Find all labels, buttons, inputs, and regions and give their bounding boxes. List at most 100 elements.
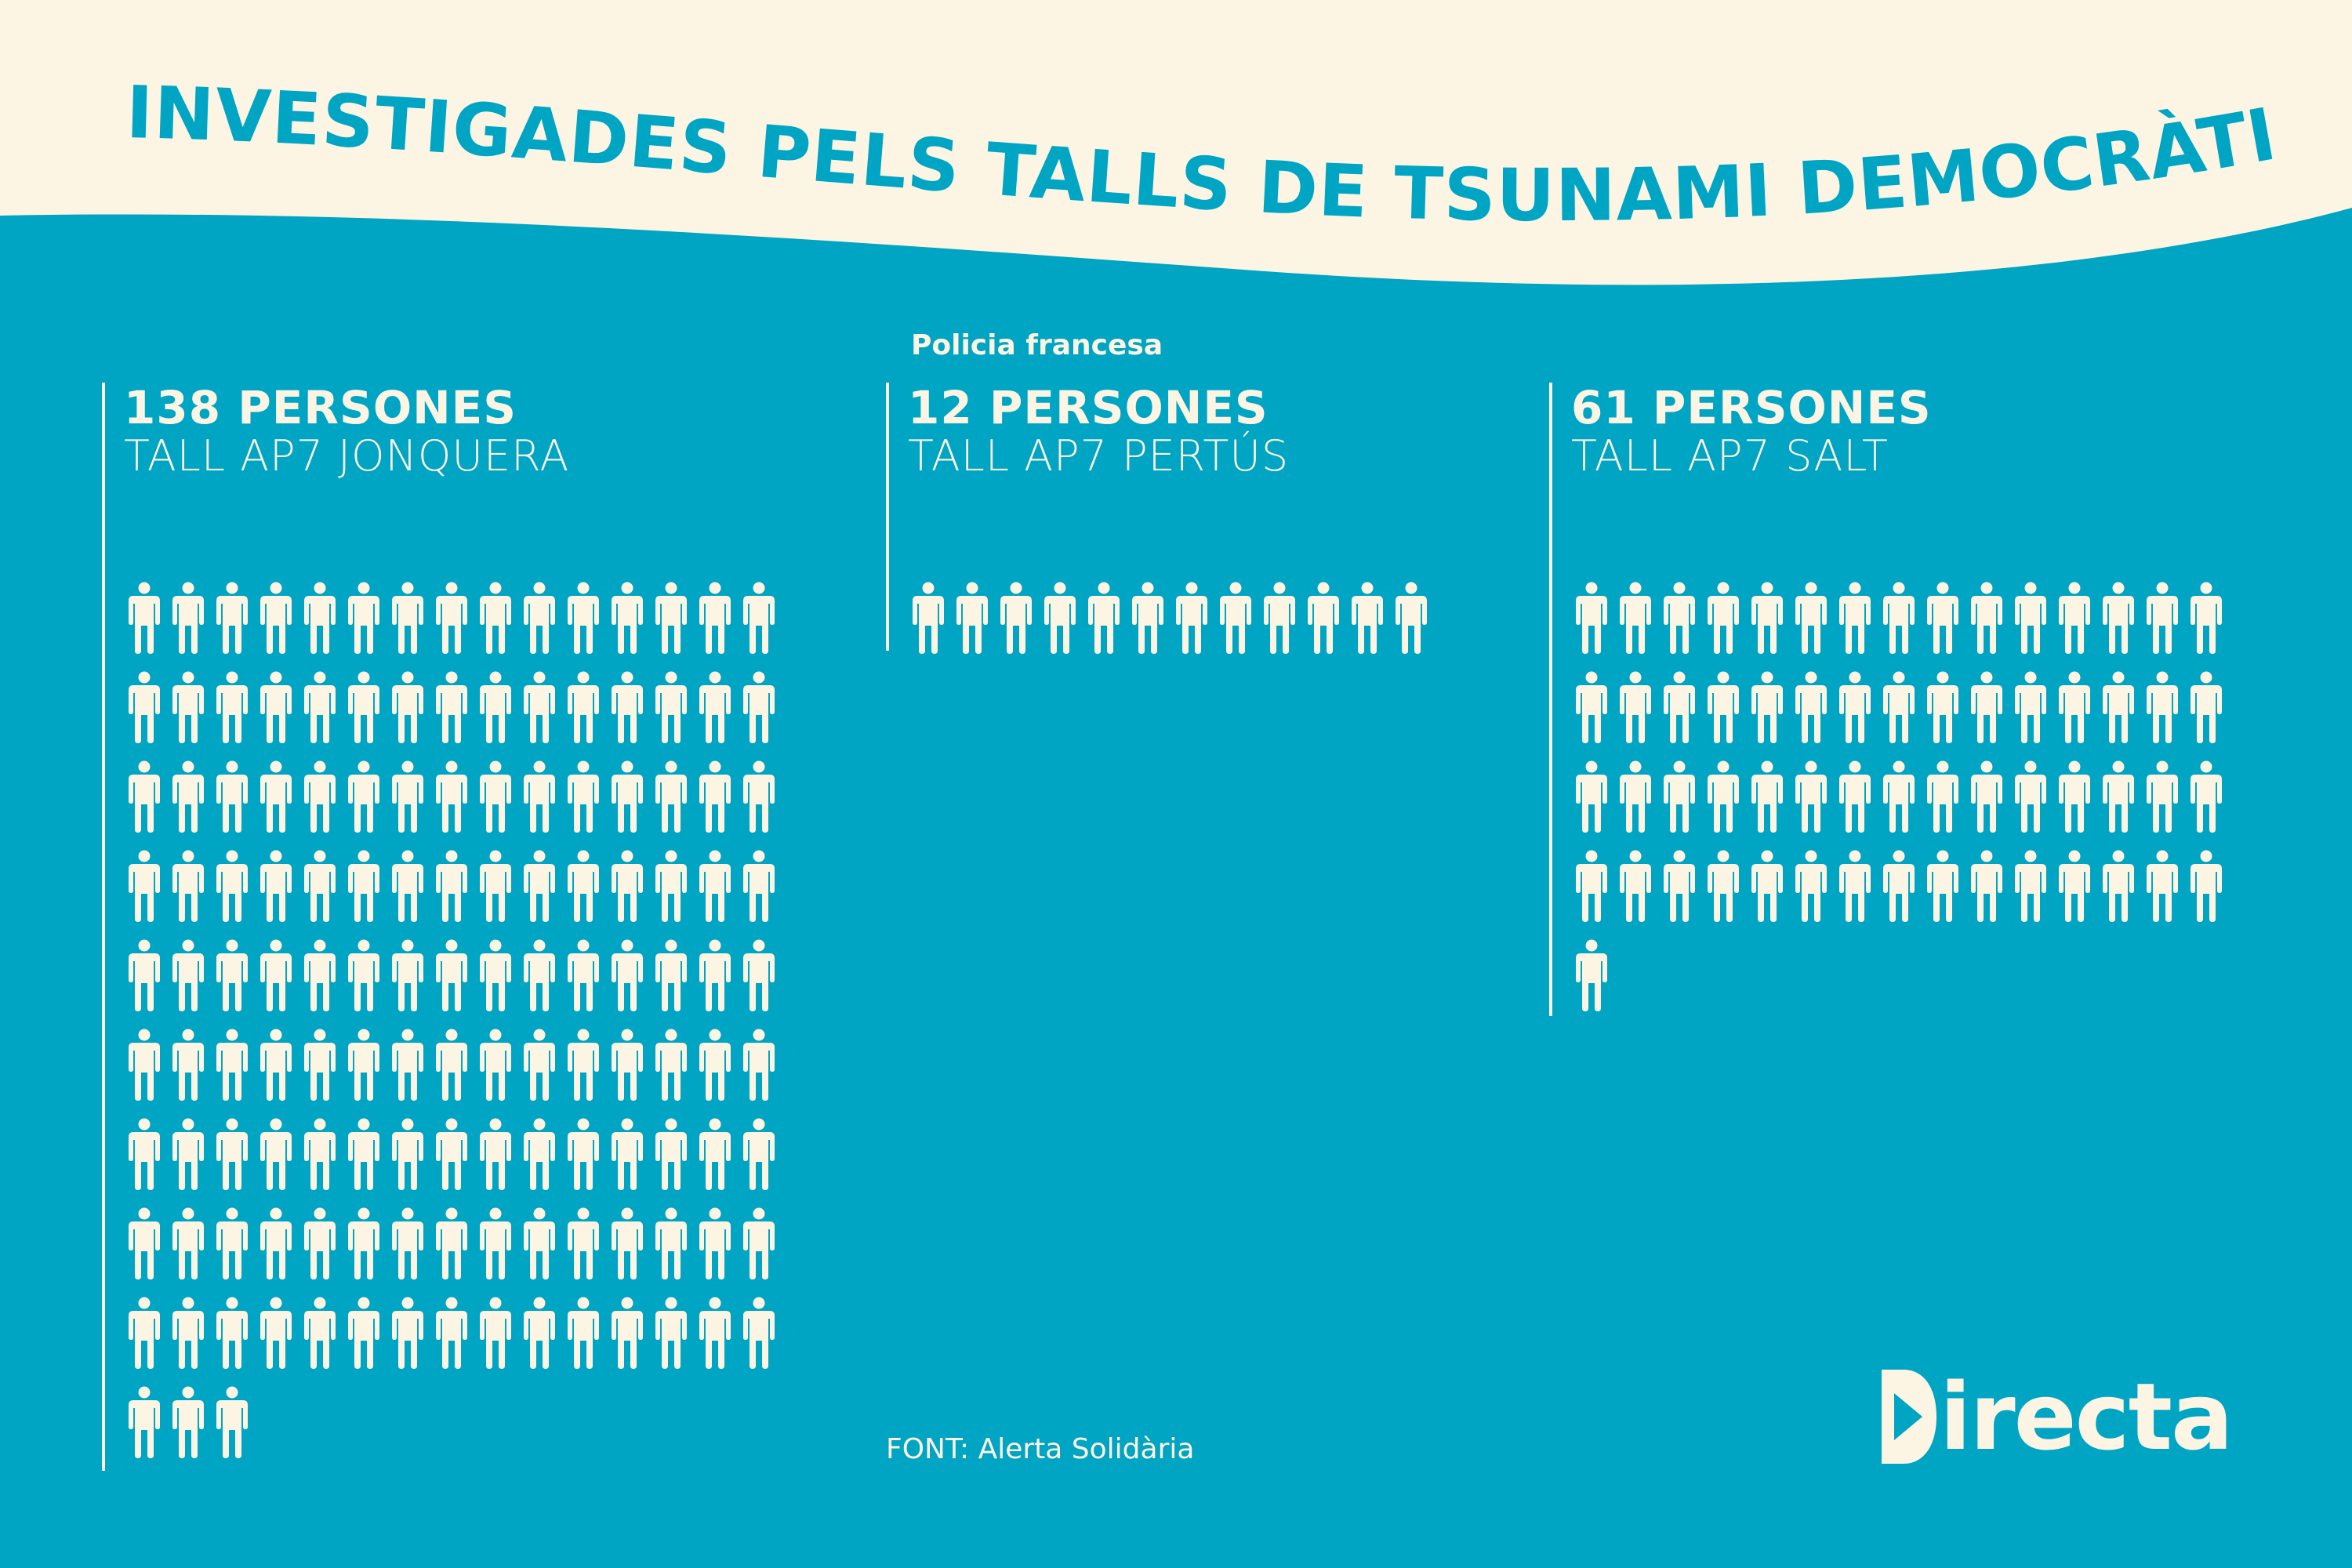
- person-icon: [1576, 582, 1607, 654]
- person-icon: [524, 939, 555, 1011]
- person-icon: [655, 1118, 687, 1190]
- person-icon: [348, 850, 379, 922]
- person-icon: [913, 582, 944, 654]
- person-icon: [260, 1207, 292, 1279]
- person-icon: [172, 1207, 204, 1279]
- person-icon: [1927, 760, 1958, 833]
- person-icon: [568, 1029, 599, 1101]
- person-icon: [1883, 582, 1915, 654]
- person-icon: [1927, 671, 1958, 743]
- person-icon: [304, 1297, 336, 1369]
- pictogram-grid-salt: [1570, 582, 2228, 1029]
- person-icon: [743, 760, 775, 833]
- person-icon: [1708, 850, 1739, 922]
- person-icon: [1576, 939, 1607, 1011]
- person-icon: [436, 850, 467, 922]
- person-icon: [392, 1297, 423, 1369]
- person-icon: [392, 1029, 423, 1101]
- person-icon: [1839, 850, 1871, 922]
- person-icon: [129, 1386, 160, 1458]
- person-icon: [172, 1386, 204, 1458]
- person-icon: [699, 1297, 731, 1369]
- person-icon: [699, 939, 731, 1011]
- person-icon: [524, 760, 555, 833]
- person-icon: [260, 1029, 292, 1101]
- person-icon: [260, 1118, 292, 1190]
- person-icon: [304, 939, 336, 1011]
- person-icon: [304, 1207, 336, 1279]
- person-icon: [480, 1029, 511, 1101]
- person-icon: [1839, 582, 1871, 654]
- person-icon: [1795, 582, 1827, 654]
- person-icon: [2190, 582, 2222, 654]
- person-icon: [1795, 760, 1827, 833]
- person-icon: [129, 582, 160, 654]
- person-icon: [436, 1029, 467, 1101]
- person-icon: [1927, 582, 1958, 654]
- value-label: 12 PERSONES: [908, 381, 1269, 434]
- person-icon: [260, 939, 292, 1011]
- person-icon: [480, 1207, 511, 1279]
- person-icon: [655, 850, 687, 922]
- person-icon: [743, 1297, 775, 1369]
- person-icon: [172, 1297, 204, 1369]
- directa-logo: irecta: [1882, 1363, 2234, 1471]
- person-icon: [568, 582, 599, 654]
- person-icon: [699, 850, 731, 922]
- person-icon: [1044, 582, 1076, 654]
- person-icon: [260, 671, 292, 743]
- person-icon: [568, 760, 599, 833]
- person-icon: [612, 1297, 643, 1369]
- value-label: 138 PERSONES: [124, 381, 517, 434]
- person-icon: [480, 939, 511, 1011]
- person-icon: [1264, 582, 1295, 654]
- person-icon: [612, 582, 643, 654]
- person-icon: [1176, 582, 1207, 654]
- person-icon: [260, 1297, 292, 1369]
- person-icon: [216, 939, 248, 1011]
- person-icon: [2103, 850, 2134, 922]
- person-icon: [172, 1118, 204, 1190]
- person-icon: [1620, 671, 1651, 743]
- person-icon: [1352, 582, 1383, 654]
- person-icon: [1000, 582, 1032, 654]
- source-note: FONT: Alerta Solidària: [886, 1433, 1195, 1465]
- person-icon: [743, 1118, 775, 1190]
- person-icon: [1576, 850, 1607, 922]
- person-icon: [524, 582, 555, 654]
- person-icon: [1396, 582, 1427, 654]
- person-icon: [1620, 760, 1651, 833]
- person-icon: [304, 760, 336, 833]
- person-icon: [129, 939, 160, 1011]
- person-icon: [743, 1029, 775, 1101]
- person-icon: [436, 582, 467, 654]
- person-icon: [568, 1297, 599, 1369]
- person-icon: [172, 760, 204, 833]
- person-icon: [1708, 582, 1739, 654]
- person-icon: [1839, 671, 1871, 743]
- person-icon: [1795, 850, 1827, 922]
- person-icon: [260, 582, 292, 654]
- person-icon: [2147, 582, 2178, 654]
- person-icon: [304, 671, 336, 743]
- person-icon: [524, 1297, 555, 1369]
- person-icon: [172, 939, 204, 1011]
- category-label: TALL AP7 JONQUERA: [124, 431, 570, 481]
- person-icon: [1132, 582, 1163, 654]
- person-icon: [172, 582, 204, 654]
- person-icon: [2190, 760, 2222, 833]
- person-icon: [2015, 582, 2046, 654]
- person-icon: [2059, 582, 2090, 654]
- person-icon: [524, 1029, 555, 1101]
- person-icon: [1664, 850, 1695, 922]
- person-icon: [1839, 760, 1871, 833]
- person-icon: [348, 1029, 379, 1101]
- person-icon: [304, 850, 336, 922]
- person-icon: [436, 1207, 467, 1279]
- person-icon: [1971, 850, 2002, 922]
- person-icon: [260, 760, 292, 833]
- person-icon: [1576, 671, 1607, 743]
- person-icon: [216, 582, 248, 654]
- person-icon: [304, 582, 336, 654]
- person-icon: [480, 1118, 511, 1190]
